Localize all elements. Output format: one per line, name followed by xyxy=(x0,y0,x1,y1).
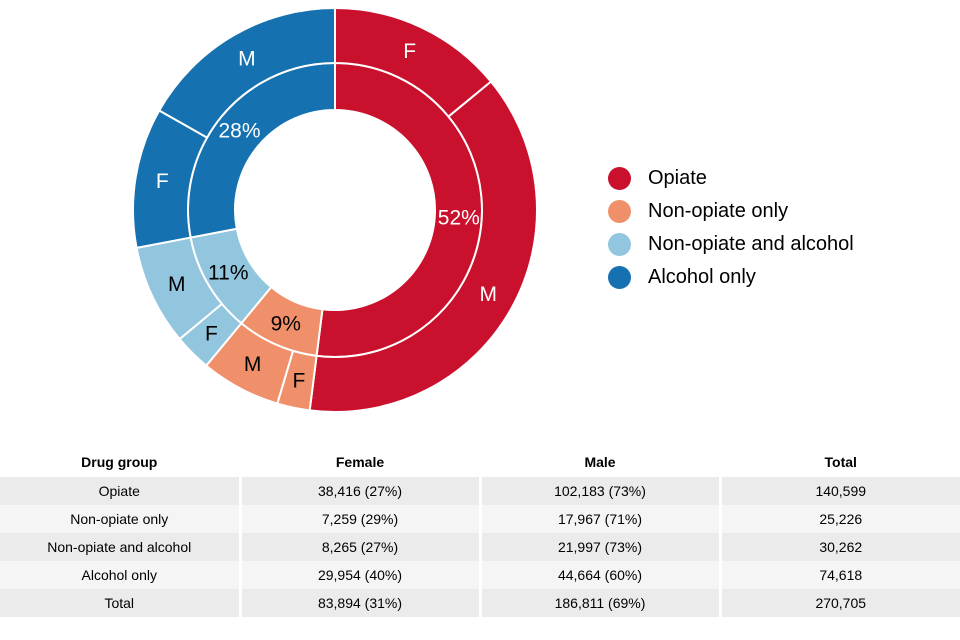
chart-legend: Opiate Non-opiate only Non-opiate and al… xyxy=(608,167,854,299)
legend-swatch-opiate xyxy=(608,167,631,190)
label-male-non-opiate-only: M xyxy=(244,353,262,376)
cell-drug-group: Alcohol only xyxy=(0,561,240,589)
table-header: Drug group Female Male Total xyxy=(0,447,960,477)
table-row: Opiate 38,416 (27%) 102,183 (73%) 140,599 xyxy=(0,477,960,505)
cell-total: 74,618 xyxy=(718,561,960,589)
legend-item-non-opiate-only: Non-opiate only xyxy=(608,200,854,223)
label-pct-alcohol-only: 28% xyxy=(218,120,260,143)
label-male-opiate: M xyxy=(479,283,497,306)
legend-item-non-opiate-and-alcohol: Non-opiate and alcohol xyxy=(608,233,854,256)
cell-total: 30,262 xyxy=(718,533,960,561)
label-pct-non-opiate-only: 9% xyxy=(271,312,301,335)
label-pct-non-opiate-and-alcohol: 11% xyxy=(208,262,248,285)
cell-drug-group: Non-opiate and alcohol xyxy=(0,533,240,561)
legend-label-opiate: Opiate xyxy=(648,167,707,189)
cell-male: 21,997 (73%) xyxy=(478,533,720,561)
cell-female: 38,416 (27%) xyxy=(238,477,480,505)
header-male: Male xyxy=(478,447,720,477)
header-drug-group: Drug group xyxy=(0,447,240,477)
cell-female: 29,954 (40%) xyxy=(238,561,480,589)
cell-drug-group: Non-opiate only xyxy=(0,505,240,533)
cell-total: 140,599 xyxy=(718,477,960,505)
cell-male: 102,183 (73%) xyxy=(478,477,720,505)
legend-swatch-alcohol-only xyxy=(608,266,631,289)
label-female-non-opiate-only: F xyxy=(292,370,305,393)
cell-total: 270,705 xyxy=(718,589,960,617)
legend-label-alcohol-only: Alcohol only xyxy=(648,266,756,288)
cell-female: 8,265 (27%) xyxy=(238,533,480,561)
cell-drug-group: Opiate xyxy=(0,477,240,505)
header-total: Total xyxy=(718,447,960,477)
table-row: Non-opiate and alcohol 8,265 (27%) 21,997 … xyxy=(0,533,960,561)
cell-male: 44,664 (60%) xyxy=(478,561,720,589)
label-female-opiate: F xyxy=(403,40,416,63)
header-female: Female xyxy=(238,447,480,477)
legend-label-non-opiate-only: Non-opiate only xyxy=(648,200,789,222)
table-row: Non-opiate only 7,259 (29%) 17,967 (71%) 25… xyxy=(0,505,960,533)
wedge-outer-alcohol-only-male xyxy=(158,7,336,139)
cell-drug-group: Total xyxy=(0,589,240,617)
table-row: Total 83,894 (31%) 186,811 (69%) 270,705 xyxy=(0,589,960,617)
donut-chart: 52% F M 9% F M 11% F M 28% F M xyxy=(132,7,538,413)
label-female-non-opiate-and-alcohol: F xyxy=(205,322,218,345)
label-pct-opiate: 52% xyxy=(438,206,480,229)
table-body: Opiate 38,416 (27%) 102,183 (73%) 140,599 No… xyxy=(0,477,960,617)
table-row: Alcohol only 29,954 (40%) 44,664 (60%) 74,6… xyxy=(0,561,960,589)
legend-swatch-non-opiate-and-alcohol xyxy=(608,233,631,256)
cell-female: 7,259 (29%) xyxy=(238,505,480,533)
label-female-alcohol-only: F xyxy=(156,170,169,193)
cell-male: 17,967 (71%) xyxy=(478,505,720,533)
legend-swatch-non-opiate-only xyxy=(608,200,631,223)
label-male-alcohol-only: M xyxy=(238,47,256,70)
legend-item-opiate: Opiate xyxy=(608,167,854,190)
wedge-outer-opiate-male xyxy=(308,80,538,413)
legend-item-alcohol-only: Alcohol only xyxy=(608,266,854,289)
donut-chart-section: 52% F M 9% F M 11% F M 28% F M Opiate Non-opiate on… xyxy=(132,7,854,413)
legend-label-non-opiate-and-alcohol: Non-opiate and alcohol xyxy=(648,233,854,255)
summary-table: Drug group Female Male Total Opiate 38,41… xyxy=(0,447,960,617)
cell-male: 186,811 (69%) xyxy=(478,589,720,617)
cell-total: 25,226 xyxy=(718,505,960,533)
label-male-non-opiate-and-alcohol: M xyxy=(168,273,186,296)
cell-female: 83,894 (31%) xyxy=(238,589,480,617)
